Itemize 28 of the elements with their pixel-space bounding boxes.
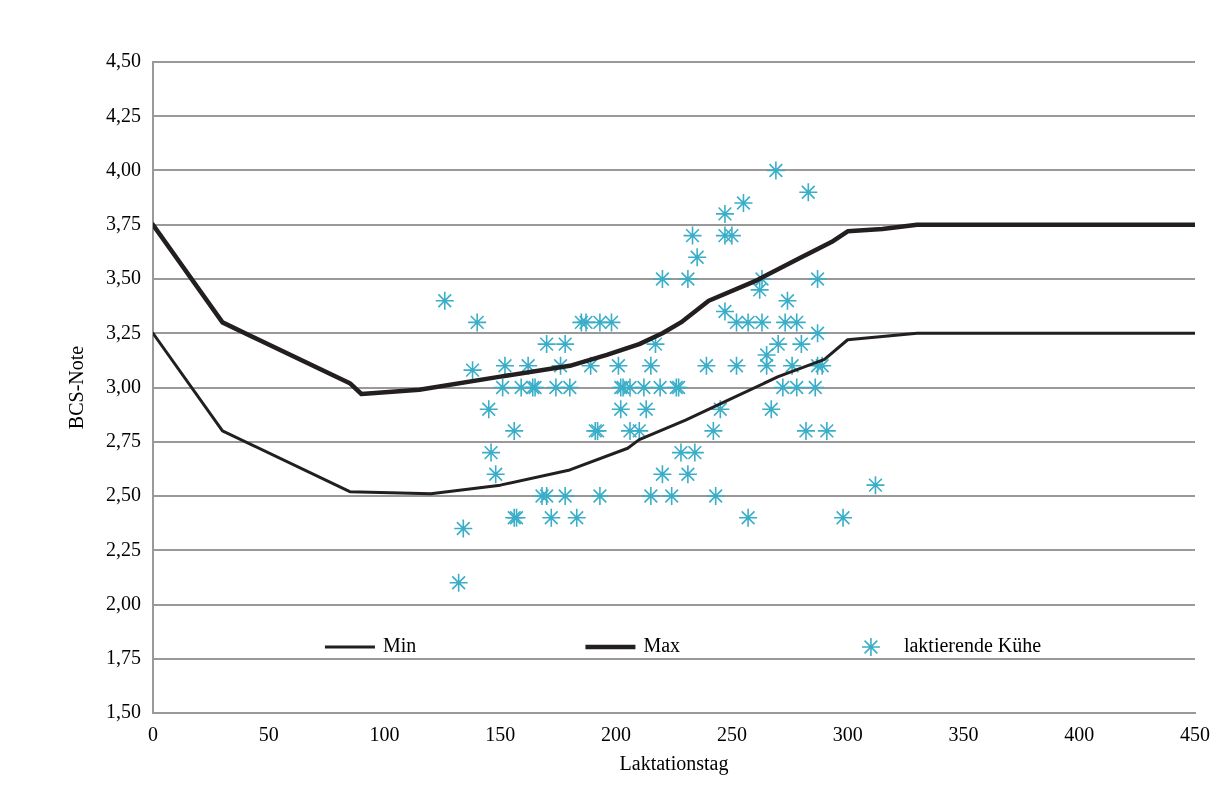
- x-tick-label: 300: [832, 723, 863, 746]
- x-tick-label: 200: [601, 723, 632, 746]
- y-tick-label: 2,25: [106, 537, 141, 560]
- y-tick-label: 1,75: [106, 646, 141, 668]
- x-tick-label: 100: [369, 723, 400, 746]
- x-tick-label: 50: [258, 723, 279, 746]
- x-axis-title: Laktationstag: [619, 752, 729, 776]
- legend-label: Max: [643, 634, 681, 657]
- y-tick-label: 4,50: [106, 49, 141, 72]
- y-tick-label: 3,00: [106, 374, 141, 397]
- x-tick-label: 450: [1180, 723, 1210, 746]
- y-axis-title: BCS-Note: [65, 345, 88, 430]
- x-tick-label: 350: [948, 723, 979, 746]
- y-tick-label: 4,00: [106, 157, 141, 180]
- x-tick-label: 0: [148, 723, 158, 746]
- y-tick-label: 4,25: [106, 103, 141, 126]
- x-tick-label: 150: [485, 723, 516, 746]
- legend-label: laktierende Kühe: [903, 634, 1042, 657]
- y-tick-label: 3,50: [106, 266, 141, 289]
- legend-label: Min: [382, 634, 417, 657]
- y-tick-label: 2,75: [106, 429, 141, 451]
- y-tick-label: 2,50: [106, 483, 141, 506]
- y-tick-label: 3,25: [106, 320, 141, 343]
- x-tick-label: 250: [716, 723, 747, 746]
- y-tick-label: 2,00: [106, 591, 141, 614]
- y-tick-label: 3,75: [106, 212, 141, 234]
- y-tick-label: 1,50: [106, 700, 141, 723]
- x-tick-label: 400: [1064, 723, 1095, 746]
